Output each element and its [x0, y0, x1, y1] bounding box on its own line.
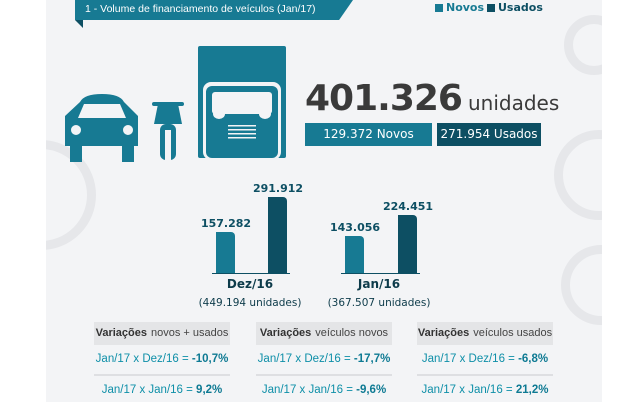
group-label-dez16: Dez/16 (449.194 unidades)	[198, 277, 302, 309]
legend-usados: Usados	[487, 1, 543, 14]
bar-novos-jan16	[345, 235, 364, 273]
variation-table: Variações veículos novos Jan/17 x Dez/16 =…	[256, 322, 392, 405]
divider	[417, 374, 553, 376]
decor-ring	[561, 245, 602, 325]
section-title: 1 - Volume de financiamento de veículos …	[85, 3, 316, 15]
variation-row: Jan/17 x Dez/16 = -10,7%	[95, 353, 229, 365]
legend-novos: Novos	[435, 1, 484, 14]
banner-fold	[75, 20, 83, 28]
usados-total-box: 271.954 Usados	[437, 123, 541, 146]
decor-ring	[554, 130, 602, 220]
vehicle-icons	[65, 46, 286, 162]
variation-header: Variações veículos usados	[417, 322, 553, 345]
truck-icon	[198, 46, 286, 160]
motorcycle-icon	[152, 102, 184, 160]
variation-header: Variações novos + usados	[94, 322, 230, 345]
decor-ring	[564, 15, 602, 75]
section-banner: 1 - Volume de financiamento de veículos …	[75, 0, 353, 20]
divider	[94, 374, 230, 376]
car-icon	[65, 94, 138, 162]
variation-table: Variações novos + usados Jan/17 x Dez/16 =…	[94, 322, 230, 405]
bar-value-label: 224.451	[382, 199, 434, 213]
bar-value-label: 143.056	[329, 220, 381, 234]
baseline	[212, 273, 290, 274]
variation-row: Jan/17 x Dez/16 = -6,8%	[421, 353, 549, 365]
divider	[256, 374, 392, 376]
variation-row: Jan/17 x Jan/16 = 9,2%	[101, 384, 223, 396]
bar-usados-jan16	[398, 214, 417, 273]
variation-table: Variações veículos usados Jan/17 x Dez/16 …	[417, 322, 553, 405]
novos-total-box: 129.372 Novos	[305, 123, 432, 146]
bar-usados-dez16	[268, 197, 287, 273]
variation-row: Jan/17 x Dez/16 = -17,7%	[257, 353, 391, 365]
total-units: 401.326 unidades	[305, 78, 560, 119]
bar-value-label: 291.912	[252, 182, 304, 196]
variation-row: Jan/17 x Jan/16 = -9,6%	[261, 384, 387, 396]
bar-novos-dez16	[216, 232, 235, 273]
group-label-jan16: Jan/16 (367.507 unidades)	[327, 277, 431, 309]
bar-value-label: 157.282	[200, 217, 252, 231]
baseline	[341, 273, 420, 274]
variation-row: Jan/17 x Jan/16 = 21,2%	[421, 384, 549, 396]
variation-header: Variações veículos novos	[256, 322, 392, 345]
